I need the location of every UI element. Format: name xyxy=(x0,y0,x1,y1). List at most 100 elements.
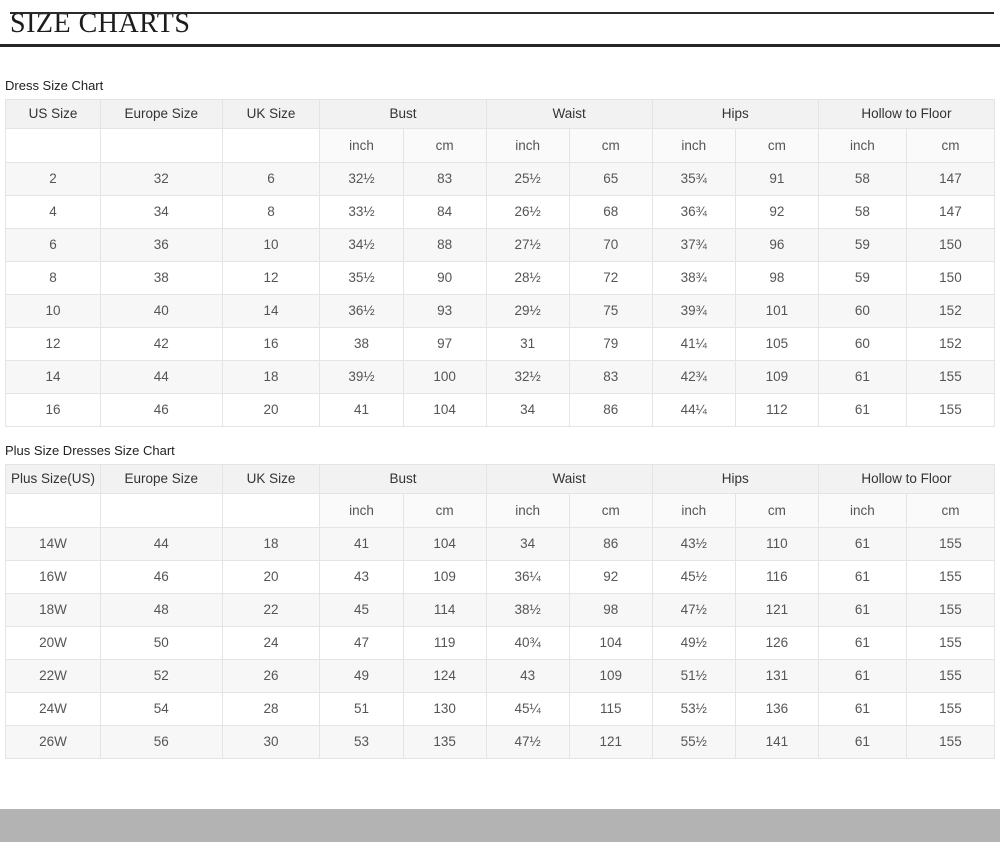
table-cell: 32½ xyxy=(485,359,570,394)
table-cell: 36½ xyxy=(319,293,404,328)
table-cell: 61 xyxy=(817,392,907,427)
column-header: Hollow to Floor xyxy=(817,98,996,129)
table-cell: 98 xyxy=(734,260,819,295)
table-cell: 79 xyxy=(568,326,653,361)
unit-header: inch xyxy=(817,492,907,528)
table-cell: 12 xyxy=(5,326,101,361)
table-cell: 31 xyxy=(485,326,570,361)
table-cell: 29½ xyxy=(485,293,570,328)
table-row: 22W 52 26 49 124 43 109 51½ 131 61 155 xyxy=(5,658,996,693)
table-cell: 46 xyxy=(99,392,223,427)
table-cell: 18 xyxy=(221,359,321,394)
table-cell: 109 xyxy=(568,658,653,693)
table-cell: 54 xyxy=(99,691,223,726)
table-cell: 38¾ xyxy=(651,260,736,295)
table-row: 20W 50 24 47 119 40¾ 104 49½ 126 61 155 xyxy=(5,625,996,660)
table-cell: 35¾ xyxy=(651,161,736,196)
unit-header: cm xyxy=(734,492,819,528)
blank-header xyxy=(221,492,321,528)
unit-header: inch xyxy=(485,492,570,528)
table-cell: 155 xyxy=(905,526,996,561)
table-row: 16 46 20 41 104 34 86 44¼ 112 61 155 xyxy=(5,392,996,427)
blank-header xyxy=(5,492,101,528)
table-cell: 109 xyxy=(734,359,819,394)
column-header: Europe Size xyxy=(99,98,223,129)
table-cell: 26W xyxy=(5,724,101,759)
table-cell: 16W xyxy=(5,559,101,594)
table-row: 6 36 10 34½ 88 27½ 70 37¾ 96 59 150 xyxy=(5,227,996,262)
table-cell: 36¼ xyxy=(485,559,570,594)
plus-size-chart-table: Plus Size(US) Europe Size UK Size Bust Waist… xyxy=(5,463,996,759)
table-cell: 155 xyxy=(905,625,996,660)
table-cell: 40¾ xyxy=(485,625,570,660)
table-row: 14W 44 18 41 104 34 86 43½ 110 61 155 xyxy=(5,526,996,561)
table-cell: 61 xyxy=(817,526,907,561)
table-cell: 38½ xyxy=(485,592,570,627)
table-cell: 14 xyxy=(221,293,321,328)
table-row: 2 32 6 32½ 83 25½ 65 35¾ 91 58 147 xyxy=(5,161,996,196)
column-header: UK Size xyxy=(221,98,321,129)
table-cell: 40 xyxy=(99,293,223,328)
blank-header xyxy=(5,127,101,163)
table-cell: 47½ xyxy=(485,724,570,759)
table-cell: 38 xyxy=(99,260,223,295)
table-cell: 18W xyxy=(5,592,101,627)
table-cell: 43 xyxy=(485,658,570,693)
table-cell: 38 xyxy=(319,326,404,361)
table-cell: 34½ xyxy=(319,227,404,262)
table-cell: 10 xyxy=(5,293,101,328)
table-cell: 45¼ xyxy=(485,691,570,726)
table-cell: 42¾ xyxy=(651,359,736,394)
table-cell: 150 xyxy=(905,227,996,262)
column-header: Waist xyxy=(485,98,653,129)
table-cell: 34 xyxy=(485,526,570,561)
table-cell: 45 xyxy=(319,592,404,627)
table-cell: 61 xyxy=(817,592,907,627)
table-cell: 119 xyxy=(402,625,487,660)
unit-header: cm xyxy=(568,127,653,163)
table-cell: 114 xyxy=(402,592,487,627)
table-cell: 53 xyxy=(319,724,404,759)
table-cell: 155 xyxy=(905,392,996,427)
table-cell: 34 xyxy=(485,392,570,427)
table-cell: 90 xyxy=(402,260,487,295)
unit-header-row: inch cm inch cm inch cm inch cm xyxy=(5,127,996,163)
table-cell: 46 xyxy=(99,559,223,594)
table-cell: 6 xyxy=(5,227,101,262)
table-cell: 50 xyxy=(99,625,223,660)
table-cell: 43½ xyxy=(651,526,736,561)
column-header-row: US Size Europe Size UK Size Bust Waist Hips Ho… xyxy=(5,98,996,129)
table-cell: 49½ xyxy=(651,625,736,660)
table-cell: 39½ xyxy=(319,359,404,394)
table-cell: 36¾ xyxy=(651,194,736,229)
column-header: Hips xyxy=(651,463,819,494)
table-cell: 16 xyxy=(221,326,321,361)
table-cell: 2 xyxy=(5,161,101,196)
table-cell: 45½ xyxy=(651,559,736,594)
table-cell: 61 xyxy=(817,625,907,660)
table-row: 16W 46 20 43 109 36¼ 92 45½ 116 61 155 xyxy=(5,559,996,594)
table-row: 26W 56 30 53 135 47½ 121 55½ 141 61 155 xyxy=(5,724,996,759)
table-cell: 136 xyxy=(734,691,819,726)
table-cell: 51½ xyxy=(651,658,736,693)
table-row: 8 38 12 35½ 90 28½ 72 38¾ 98 59 150 xyxy=(5,260,996,295)
table-cell: 28 xyxy=(221,691,321,726)
table-cell: 58 xyxy=(817,194,907,229)
table-cell: 91 xyxy=(734,161,819,196)
table-cell: 150 xyxy=(905,260,996,295)
table-cell: 35½ xyxy=(319,260,404,295)
table-cell: 37¾ xyxy=(651,227,736,262)
table-cell: 147 xyxy=(905,194,996,229)
table-cell: 14W xyxy=(5,526,101,561)
table-cell: 22 xyxy=(221,592,321,627)
title-divider xyxy=(0,43,1000,47)
table-cell: 20 xyxy=(221,392,321,427)
table-cell: 56 xyxy=(99,724,223,759)
table-cell: 96 xyxy=(734,227,819,262)
unit-header: inch xyxy=(485,127,570,163)
table-cell: 121 xyxy=(734,592,819,627)
table-cell: 155 xyxy=(905,691,996,726)
table-cell: 65 xyxy=(568,161,653,196)
table-row: 12 42 16 38 97 31 79 41¼ 105 60 152 xyxy=(5,326,996,361)
unit-header: inch xyxy=(651,492,736,528)
